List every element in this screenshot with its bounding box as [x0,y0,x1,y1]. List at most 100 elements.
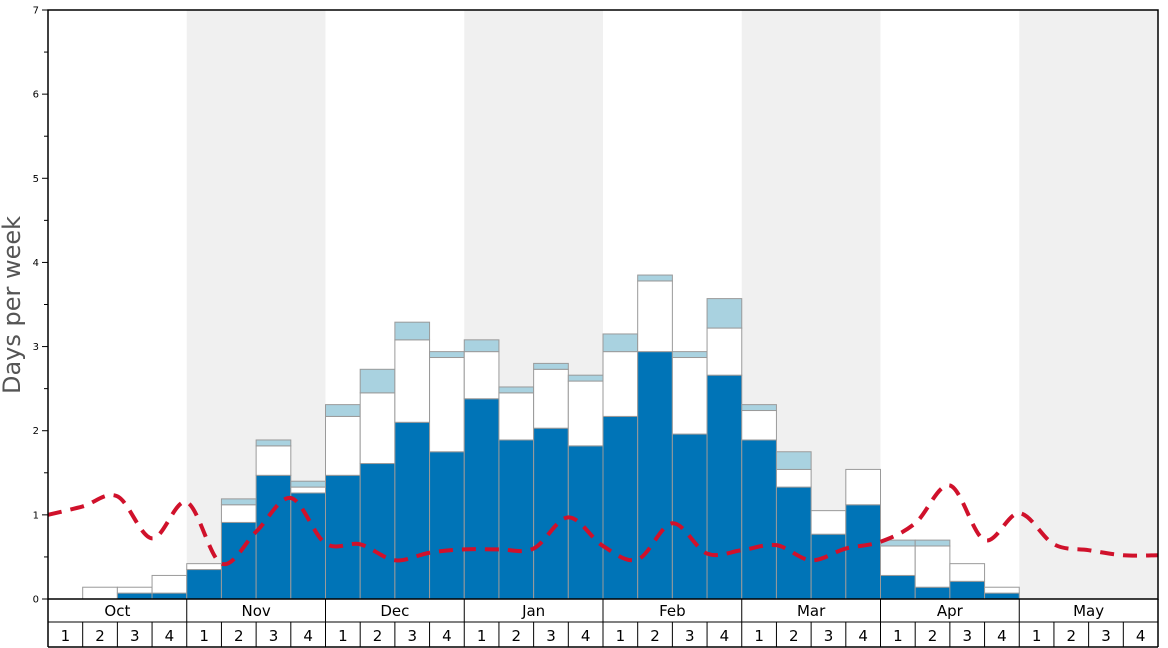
bar-series-2-week-12 [429,357,465,453]
month-label-jan: Jan [521,602,545,620]
week-label: 3 [824,627,834,645]
week-label: 1 [616,627,626,645]
week-label: 1 [754,627,764,645]
bar-series-3-week-14 [498,386,535,394]
week-label: 2 [1067,627,1077,645]
week-label: 2 [512,627,522,645]
bar-series-1-week-10 [359,463,396,600]
bar-series-2-week-3 [116,586,153,594]
dashed-line-series [47,483,1159,567]
week-label: 1 [199,627,209,645]
bar-series-1-week-14 [498,439,535,600]
week-label: 1 [338,627,348,645]
month-shade-may [1019,10,1158,599]
week-label: 4 [858,627,868,645]
week-label: 1 [477,627,487,645]
bar-series-1-week-22 [775,486,812,600]
bar-series-2-week-8 [290,486,326,494]
bar-series-2-week-16 [567,380,604,447]
week-label: 2 [373,627,383,645]
week-label: 4 [997,627,1007,645]
week-label: 2 [234,627,244,645]
bar-series-3-week-26 [914,539,951,547]
bar-series-2-week-6 [220,504,257,523]
bar-series-3-week-17 [602,333,639,353]
bar-series-1-week-4 [151,592,188,600]
week-label: 3 [269,627,279,645]
dashed-line-layer [47,483,1159,567]
week-label: 4 [720,627,730,645]
bar-series-3-week-19 [671,351,708,359]
bar-series-2-week-19 [671,357,708,435]
bar-series-1-week-19 [671,433,708,600]
bar-series-2-week-13 [463,351,500,400]
bar-series-1-week-23 [810,533,847,600]
y-tick-label: 0 [33,595,39,606]
bar-series-1-week-28 [984,592,1020,600]
y-tick-label: 5 [33,174,39,185]
bar-series-1-week-20 [706,374,743,600]
y-tick-label: 1 [33,510,39,521]
bar-series-2-week-20 [706,327,743,376]
bar-series-2-week-21 [741,410,777,441]
week-label: 3 [546,627,556,645]
week-label: 1 [893,627,903,645]
bar-series-2-week-22 [775,468,812,488]
bar-series-3-week-13 [463,339,500,353]
month-label-oct: Oct [104,602,130,620]
week-label: 3 [407,627,417,645]
month-label-dec: Dec [380,602,409,620]
month-label-feb: Feb [659,602,686,620]
bar-series-2-week-26 [914,545,951,588]
y-tick-label: 3 [33,342,39,353]
bar-series-1-week-21 [741,439,777,600]
bar-series-2-week-24 [845,468,881,506]
month-label-nov: Nov [241,602,270,620]
bar-series-2-week-11 [394,339,431,423]
week-label: 4 [165,627,175,645]
bar-series-3-week-15 [533,362,569,370]
week-label: 2 [95,627,105,645]
week-label: 1 [1032,627,1042,645]
x-axis: Oct 1 2 3 4 Nov 1 2 3 4 Dec 1 2 3 4 Jan 1 2 3 4 Feb 1 2 3 4 Mar 1 2… [47,599,1159,648]
bar-series-3-week-18 [637,274,673,282]
month-label-apr: Apr [937,602,964,620]
bar-series-2-week-7 [255,445,292,476]
week-label: 3 [685,627,695,645]
y-axis-label: Days per week [0,216,26,394]
bars-layer [82,274,1020,600]
week-label: 4 [581,627,591,645]
bar-series-2-week-28 [984,586,1020,594]
bar-series-2-week-9 [325,415,361,476]
week-label: 2 [650,627,660,645]
y-tick-label: 4 [33,258,39,269]
week-label: 4 [1136,627,1146,645]
y-tick-label: 6 [33,90,39,101]
bar-series-1-week-12 [429,451,465,600]
week-label: 3 [962,627,972,645]
bar-series-2-week-4 [151,574,188,594]
bar-series-1-week-26 [914,586,951,600]
week-label: 4 [303,627,313,645]
bar-series-3-week-10 [359,368,396,394]
month-shading-layer [186,10,1158,599]
bar-series-2-week-14 [498,392,535,441]
bar-series-1-week-27 [949,580,986,600]
y-axis: 0 1 2 3 4 5 6 7 [33,6,48,606]
week-label: 1 [61,627,71,645]
bar-series-1-week-25 [880,574,916,600]
week-label: 2 [928,627,938,645]
y-tick-label: 7 [33,6,39,17]
bar-series-1-week-3 [116,592,153,600]
bar-series-3-week-9 [325,404,361,417]
bar-series-2-week-17 [602,351,639,417]
bar-series-3-week-6 [220,498,257,506]
week-label: 4 [442,627,452,645]
bar-series-3-week-16 [567,374,604,382]
week-label: 3 [1101,627,1111,645]
bar-series-3-week-11 [394,321,431,341]
bar-series-3-week-20 [706,298,743,329]
bar-series-3-week-7 [255,439,292,447]
week-label: 3 [130,627,140,645]
